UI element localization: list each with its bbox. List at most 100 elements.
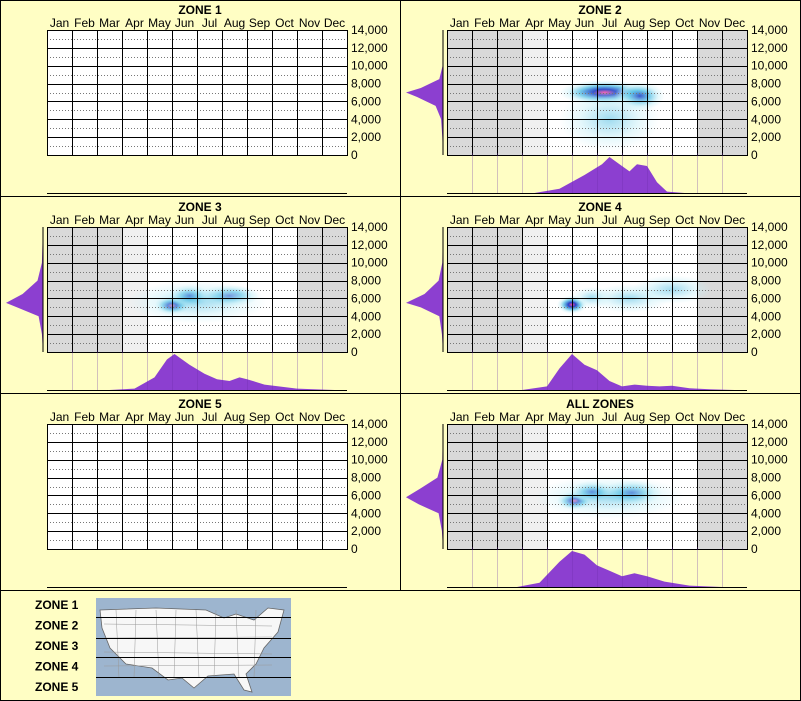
y-tick-label: 14,000: [751, 220, 788, 234]
month-tick-label: Jan: [50, 213, 69, 227]
elevation-distribution: [6, 227, 43, 352]
map-border: [103, 623, 273, 627]
month-tick-label: Nov: [699, 16, 720, 30]
y-tick-label: 2,000: [351, 327, 381, 341]
month-tick-label: Apr: [125, 16, 144, 30]
y-tick-label: 6,000: [351, 488, 381, 502]
y-tick-label: 6,000: [751, 94, 781, 108]
month-tick-label: Oct: [675, 16, 694, 30]
y-tick-label: 14,000: [751, 417, 788, 431]
month-shade-dec: [722, 30, 747, 155]
month-shade-dec: [722, 227, 747, 352]
month-tick-label: May: [148, 16, 171, 30]
y-tick-label: 10,000: [751, 59, 788, 73]
month-shade-feb: [472, 227, 497, 352]
map-border: [133, 609, 137, 679]
month-tick-label: Apr: [525, 213, 544, 227]
month-distribution: [534, 157, 685, 193]
month-tick-label: Apr: [525, 410, 544, 424]
y-tick-label: 6,000: [351, 291, 381, 305]
month-shade-mar: [497, 424, 522, 549]
month-tick-label: Dec: [324, 213, 345, 227]
month-shade-apr: [522, 227, 547, 352]
map-border: [253, 609, 257, 679]
month-tick-label: Feb: [474, 213, 495, 227]
map-border: [155, 609, 160, 679]
month-tick-label: Dec: [724, 410, 745, 424]
month-tick-label: Aug: [224, 213, 245, 227]
month-tick-label: Jan: [50, 410, 69, 424]
heatmap-layer: [534, 475, 685, 519]
month-tick-label: Aug: [624, 410, 645, 424]
panel-5: ZONE 5 Jan Feb Mar Apr May Jun Jul Aug Sep Oct Nov D…: [47, 397, 388, 588]
panel-4: ZONE 4 Jan Feb Mar Apr May Jun Jul Aug Sep Oct Nov D…: [406, 200, 788, 391]
y-tick-label: 8,000: [351, 77, 381, 91]
us-map: [96, 598, 291, 696]
month-shade-mar: [497, 227, 522, 352]
y-tick-label: 4,000: [351, 112, 381, 126]
y-tick-label: 10,000: [751, 256, 788, 270]
month-tick-label: Jun: [175, 213, 194, 227]
y-tick-label: 8,000: [751, 77, 781, 91]
map-border: [213, 609, 217, 679]
month-tick-label: Feb: [474, 16, 495, 30]
y-tick-label: 0: [751, 148, 758, 162]
y-tick-label: 14,000: [351, 23, 388, 37]
month-tick-label: Feb: [474, 410, 495, 424]
y-tick-label: 8,000: [751, 471, 781, 485]
month-distribution: [522, 354, 735, 390]
month-tick-label: Sep: [649, 410, 671, 424]
y-tick-label: 8,000: [351, 274, 381, 288]
month-shade-mar: [497, 30, 522, 155]
month-tick-label: Dec: [724, 213, 745, 227]
month-distribution: [517, 551, 722, 587]
y-tick-label: 2,000: [351, 524, 381, 538]
y-tick-label: 14,000: [751, 23, 788, 37]
month-tick-label: Sep: [249, 410, 271, 424]
month-tick-label: Mar: [99, 410, 120, 424]
y-tick-label: 4,000: [751, 112, 781, 126]
heat-spot: [534, 475, 685, 519]
legend-zone-label: ZONE 2: [35, 619, 79, 633]
y-tick-label: 2,000: [751, 327, 781, 341]
y-tick-label: 10,000: [351, 453, 388, 467]
y-tick-label: 12,000: [351, 435, 388, 449]
legend-zone-label: ZONE 4: [35, 660, 79, 674]
month-tick-label: Aug: [224, 410, 245, 424]
y-tick-label: 0: [351, 542, 358, 556]
month-tick-label: May: [548, 16, 571, 30]
panel-1: ZONE 1 Jan Feb Mar Apr May Jun Jul Aug Sep Oct Nov D…: [47, 3, 388, 194]
y-tick-label: 10,000: [351, 256, 388, 270]
legend-zone-label: ZONE 3: [35, 639, 79, 653]
month-tick-label: Dec: [324, 410, 345, 424]
y-tick-label: 14,000: [351, 220, 388, 234]
y-tick-label: 0: [351, 345, 358, 359]
month-tick-label: May: [548, 213, 571, 227]
month-tick-label: Nov: [299, 16, 320, 30]
month-tick-label: Sep: [649, 16, 671, 30]
y-tick-label: 12,000: [351, 41, 388, 55]
y-tick-label: 14,000: [351, 417, 388, 431]
y-tick-label: 2,000: [751, 130, 781, 144]
y-tick-label: 12,000: [751, 435, 788, 449]
panel-title: ZONE 2: [578, 3, 622, 17]
y-tick-label: 4,000: [751, 309, 781, 323]
legend-zone-label: ZONE 1: [35, 598, 79, 612]
month-tick-label: Oct: [675, 213, 694, 227]
plot-border: [47, 30, 348, 156]
elevation-distribution: [406, 227, 443, 352]
month-tick-label: Sep: [249, 16, 271, 30]
elevation-distribution: [406, 424, 443, 549]
month-tick-label: Jun: [575, 213, 594, 227]
panel-title: ZONE 1: [178, 3, 222, 17]
plot-border: [47, 424, 348, 550]
map-border: [103, 651, 273, 655]
month-tick-label: May: [148, 213, 171, 227]
y-tick-label: 12,000: [751, 238, 788, 252]
month-tick-label: Oct: [275, 16, 294, 30]
month-shade-nov: [697, 424, 722, 549]
month-tick-label: Nov: [699, 410, 720, 424]
elevation-distribution: [406, 30, 443, 155]
month-tick-label: Aug: [624, 213, 645, 227]
